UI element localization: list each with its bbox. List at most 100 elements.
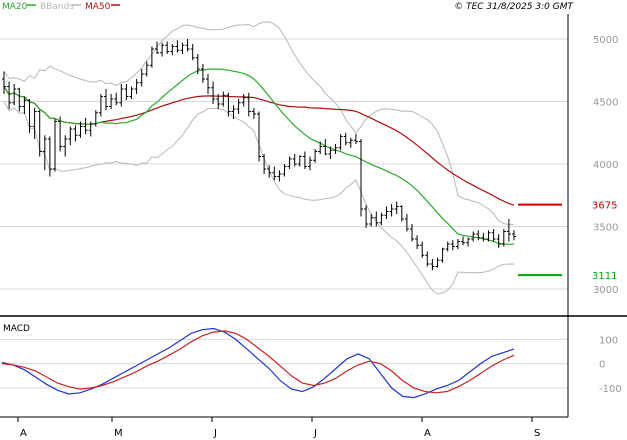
price-bar (308, 156, 312, 171)
price-bar (384, 206, 389, 219)
price-bar (134, 79, 139, 94)
price-bar (461, 236, 465, 246)
price-bar (12, 84, 17, 106)
price-bar (455, 239, 460, 249)
price-bar (88, 121, 93, 137)
price-bar (512, 230, 516, 241)
price-bar (496, 234, 501, 248)
price-bar (73, 125, 78, 142)
x-tick-label: J (213, 428, 217, 439)
price-bar (404, 214, 409, 232)
price-bar (328, 146, 333, 159)
price-bar (272, 166, 277, 181)
macd-tick-label: 0 (599, 360, 605, 371)
price-bar (364, 205, 369, 228)
price-bar (379, 212, 384, 226)
price-tick-label: 5000 (593, 35, 618, 46)
price-bar (129, 86, 134, 99)
ma20-line (3, 68, 515, 245)
price-bar (236, 99, 241, 114)
price-bar (47, 136, 52, 177)
price-bar (466, 237, 471, 247)
price-bar (410, 224, 414, 242)
price-bar (7, 81, 12, 109)
price-bar (420, 241, 425, 258)
macd-tick-label: 100 (599, 335, 618, 346)
price-bar (297, 155, 302, 167)
level-marker-label: 3675 (592, 201, 617, 212)
level-markers: 3675 3111 (518, 201, 617, 282)
price-bar (318, 141, 323, 154)
price-bar (486, 230, 491, 242)
price-bar (282, 164, 287, 177)
price-bar (430, 259, 435, 271)
macd-tick-label: -100 (599, 384, 622, 395)
price-bar (190, 44, 195, 61)
price-bar (170, 44, 175, 56)
price-bar (211, 81, 216, 104)
price-bar (165, 41, 170, 54)
price-bar (287, 156, 292, 169)
price-tick-label: 3000 (593, 285, 618, 296)
price-bar (78, 121, 83, 138)
price-bar (119, 84, 124, 107)
x-tick-label: M (114, 428, 123, 439)
price-bar (226, 92, 231, 117)
price-bar (27, 99, 32, 133)
price-bar (139, 69, 144, 87)
price-bar (425, 251, 430, 267)
macd-grid (0, 338, 568, 389)
price-bar (369, 214, 374, 227)
price-bar (32, 107, 37, 139)
x-tick-label: A (20, 428, 27, 439)
price-bar (491, 229, 496, 242)
price-bar (2, 71, 6, 94)
price-bar (114, 92, 119, 106)
price-bar (333, 144, 338, 154)
price-tick-label: 3500 (593, 223, 618, 234)
price-bar (53, 119, 57, 172)
price-bar (160, 42, 165, 57)
price-bar (58, 116, 63, 152)
price-bar (22, 96, 27, 114)
price-bar (246, 92, 251, 117)
price-bar (359, 139, 363, 217)
price-bar (435, 257, 440, 268)
price-bar (175, 40, 180, 53)
price-tick-label: 4000 (593, 160, 618, 171)
level-marker-label: 3111 (592, 271, 617, 282)
price-bar (506, 219, 511, 242)
price-bar (481, 232, 486, 242)
price-bar (185, 39, 190, 52)
legend-ma50-label: MA50 (85, 2, 111, 12)
price-bar (195, 54, 200, 74)
price-bar (338, 134, 343, 151)
price-axis: 5000 4500 4000 3500 3000 (593, 35, 618, 296)
macd-line (1, 327, 515, 399)
price-bar (353, 134, 358, 144)
price-bar (93, 110, 98, 127)
price-bar (216, 94, 221, 109)
price-bars (2, 39, 516, 271)
price-bar (415, 235, 420, 249)
macd-axis: 100 0 -100 (599, 335, 622, 395)
macd-lines (1, 327, 515, 399)
price-bar (42, 135, 47, 171)
price-bar (348, 137, 353, 148)
price-tick-label: 4500 (593, 98, 618, 109)
x-tick-label: J (313, 428, 317, 439)
price-bar (476, 230, 481, 241)
price-bar (394, 201, 399, 214)
price-bar (374, 211, 379, 227)
price-bar (124, 84, 129, 101)
price-bar (323, 139, 328, 156)
macd-title: MACD (3, 324, 30, 334)
price-bar (450, 240, 455, 251)
price-bar (144, 61, 149, 77)
chart-frame (0, 14, 627, 418)
price-bar (440, 247, 445, 263)
price-bar (251, 107, 256, 119)
price-bar (257, 111, 261, 162)
